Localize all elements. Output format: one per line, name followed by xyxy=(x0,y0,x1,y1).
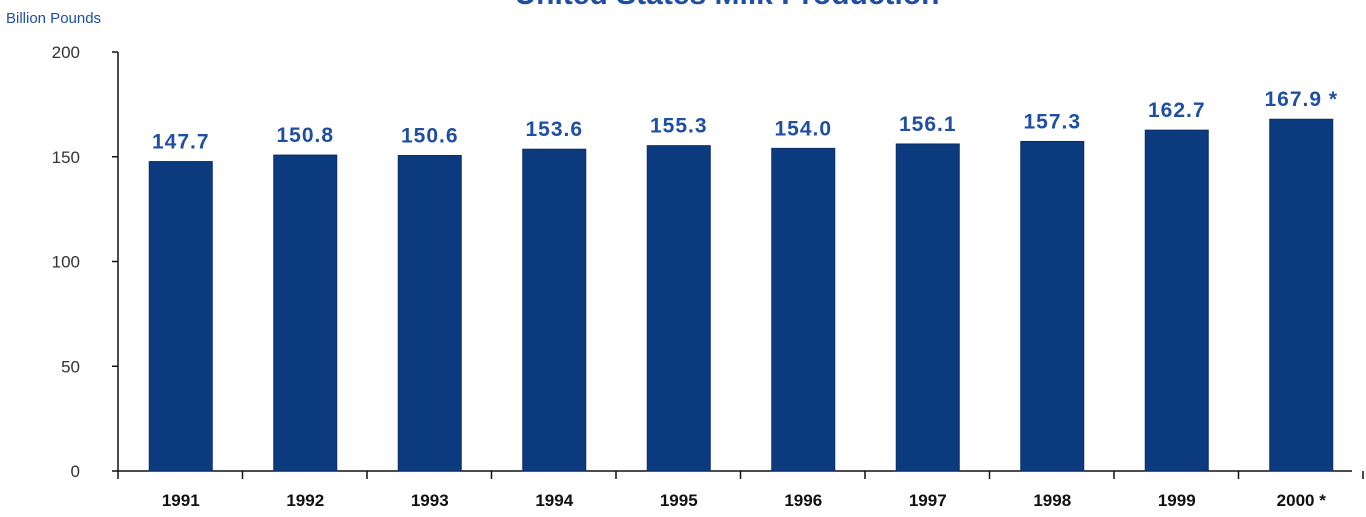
bar-value-label: 150.8 xyxy=(276,124,334,147)
x-tick-label: 1998 xyxy=(1033,491,1071,510)
x-tick-label: 1997 xyxy=(909,491,947,510)
x-tick-label: 1996 xyxy=(784,491,822,510)
x-tick-label: 1994 xyxy=(535,491,573,510)
bar-1991 xyxy=(148,161,213,472)
data-labels: 147.7 150.8 150.6 153.6 155.3 154.0 156.1 157.3… xyxy=(152,88,1338,154)
y-tick-label: 50 xyxy=(61,357,80,376)
bar-1994 xyxy=(522,148,587,472)
bar-value-label: 157.3 xyxy=(1023,110,1081,133)
bar-value-label: 162.7 xyxy=(1148,99,1206,122)
x-tick-label: 2000 * xyxy=(1277,491,1327,510)
bar-1998 xyxy=(1020,140,1085,472)
y-tick-label: 0 xyxy=(71,462,80,481)
y-tick-label: 150 xyxy=(52,148,80,167)
bar-value-label: 154.0 xyxy=(774,117,832,140)
bar-value-label: 147.7 xyxy=(152,131,210,154)
bar-value-label: 155.3 xyxy=(650,115,708,138)
y-ticks: 0 50 100 150 200 xyxy=(52,43,118,481)
y-tick-label: 200 xyxy=(52,43,80,62)
y-tick-label: 100 xyxy=(52,253,80,272)
bar-value-label: 156.1 xyxy=(899,113,957,136)
bar-value-label: 153.6 xyxy=(525,118,583,141)
x-tick-label: 1993 xyxy=(411,491,449,510)
bar-1996 xyxy=(771,147,836,472)
bar-value-label: 167.9 * xyxy=(1264,88,1338,111)
bar-2000 xyxy=(1269,118,1334,472)
bar-value-label: 150.6 xyxy=(401,124,459,147)
x-tick-label: 1995 xyxy=(660,491,698,510)
bar-1993 xyxy=(397,154,462,472)
bar-1995 xyxy=(646,145,711,472)
chart-title: United States Milk Production xyxy=(514,0,939,11)
x-tick-label: 1991 xyxy=(162,491,200,510)
x-ticks: 1991 1992 1993 1994 1995 1996 1997 1998 1999 2000… xyxy=(117,471,1364,510)
bar-1992 xyxy=(273,154,338,472)
x-tick-label: 1992 xyxy=(286,491,324,510)
x-tick-label: 1999 xyxy=(1158,491,1196,510)
y-axis-label: Billion Pounds xyxy=(6,10,101,27)
bar-1997 xyxy=(895,143,960,472)
bars xyxy=(148,118,1334,472)
bar-1999 xyxy=(1144,129,1209,472)
